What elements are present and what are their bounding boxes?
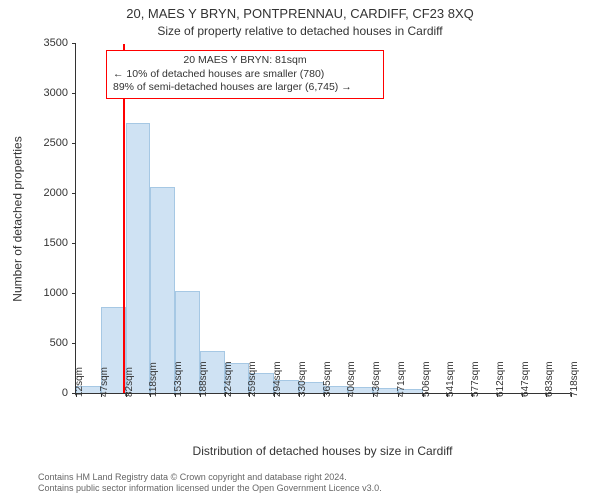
x-tick-label: 506sqm bbox=[421, 361, 432, 397]
x-tick-label: 188sqm bbox=[198, 361, 209, 397]
x-tick-label: 647sqm bbox=[520, 361, 531, 397]
x-tick-label: 577sqm bbox=[470, 361, 481, 397]
histogram-bar bbox=[126, 123, 151, 393]
annotation-line-1: 20 MAES Y BRYN: 81sqm bbox=[113, 54, 377, 68]
y-tick-label: 500 bbox=[50, 337, 76, 349]
annotation-box: 20 MAES Y BRYN: 81sqm ← 10% of detached … bbox=[106, 50, 384, 99]
annotation-line-3: 89% of semi-detached houses are larger (… bbox=[113, 81, 377, 95]
y-tick-label: 1000 bbox=[44, 287, 76, 299]
x-tick-label: 259sqm bbox=[247, 361, 258, 397]
x-tick-label: 47sqm bbox=[99, 367, 110, 397]
x-tick-label: 541sqm bbox=[445, 361, 456, 397]
footer: Contains HM Land Registry data © Crown c… bbox=[38, 472, 382, 495]
y-tick-label: 3000 bbox=[44, 87, 76, 99]
x-tick-label: 683sqm bbox=[544, 361, 555, 397]
x-tick-label: 400sqm bbox=[346, 361, 357, 397]
y-tick-label: 1500 bbox=[44, 237, 76, 249]
y-tick-label: 2500 bbox=[44, 137, 76, 149]
footer-line-2: Contains public sector information licen… bbox=[38, 483, 382, 494]
y-tick-label: 3500 bbox=[44, 37, 76, 49]
chart-title-main: 20, MAES Y BRYN, PONTPRENNAU, CARDIFF, C… bbox=[0, 6, 600, 21]
x-tick-label: 330sqm bbox=[297, 361, 308, 397]
figure: 20, MAES Y BRYN, PONTPRENNAU, CARDIFF, C… bbox=[0, 0, 600, 500]
x-tick-label: 612sqm bbox=[495, 361, 506, 397]
plot-area: 050010001500200025003000350012sqm47sqm82… bbox=[75, 44, 570, 394]
x-tick-label: 153sqm bbox=[173, 361, 184, 397]
chart-title-sub: Size of property relative to detached ho… bbox=[0, 24, 600, 38]
y-tick-label: 2000 bbox=[44, 187, 76, 199]
annotation-line-2: ← 10% of detached houses are smaller (78… bbox=[113, 68, 377, 82]
y-axis-label: Number of detached properties bbox=[10, 44, 26, 394]
x-tick-label: 118sqm bbox=[148, 362, 159, 397]
x-axis-label: Distribution of detached houses by size … bbox=[75, 444, 570, 458]
x-tick-label: 224sqm bbox=[223, 361, 234, 397]
x-tick-label: 12sqm bbox=[74, 367, 85, 397]
y-axis-label-text: Number of detached properties bbox=[11, 136, 25, 301]
x-tick-label: 365sqm bbox=[322, 361, 333, 397]
x-tick-label: 471sqm bbox=[396, 361, 407, 397]
x-tick-label: 294sqm bbox=[272, 361, 283, 397]
x-tick-label: 718sqm bbox=[569, 361, 580, 397]
x-tick-label: 436sqm bbox=[371, 361, 382, 397]
footer-line-1: Contains HM Land Registry data © Crown c… bbox=[38, 472, 382, 483]
